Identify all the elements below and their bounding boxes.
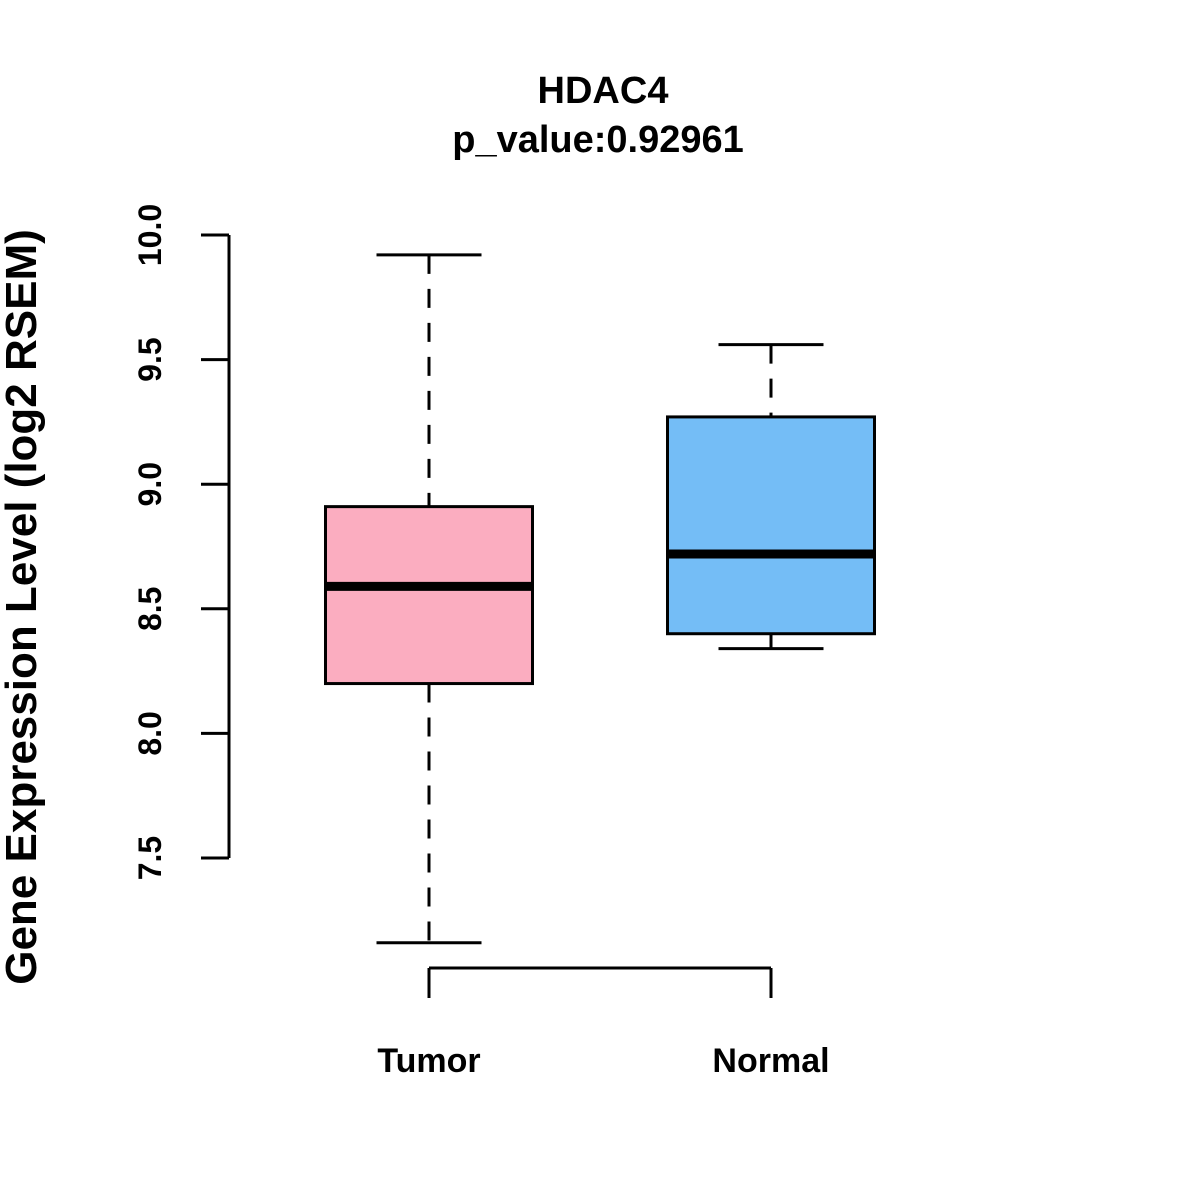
y-tick-label: 8.5 (132, 587, 168, 631)
y-tick-label: 9.5 (132, 337, 168, 381)
group-label-normal: Normal (712, 1042, 829, 1080)
iqr-box-normal (666, 415, 876, 636)
iqr-box-tumor (324, 505, 534, 686)
y-tick-label: 7.5 (132, 836, 168, 880)
y-tick-label: 9.0 (132, 462, 168, 506)
group-label-tumor: Tumor (377, 1042, 480, 1080)
box-series (324, 253, 876, 945)
boxplot-group-tumor (324, 253, 534, 945)
chart-subtitle: p_value:0.92961 (452, 119, 744, 161)
y-tick-label: 10.0 (132, 204, 168, 266)
y-axis-label: Gene Expression Level (log2 RSEM) (0, 229, 46, 985)
x-axis: Tumor Normal (377, 966, 830, 1080)
boxplot-group-normal (666, 343, 876, 651)
y-tick-label: 8.0 (132, 711, 168, 755)
chart-title: HDAC4 (538, 70, 669, 112)
y-axis: 7.5 8.0 8.5 9.0 9.5 10.0 (132, 204, 231, 880)
